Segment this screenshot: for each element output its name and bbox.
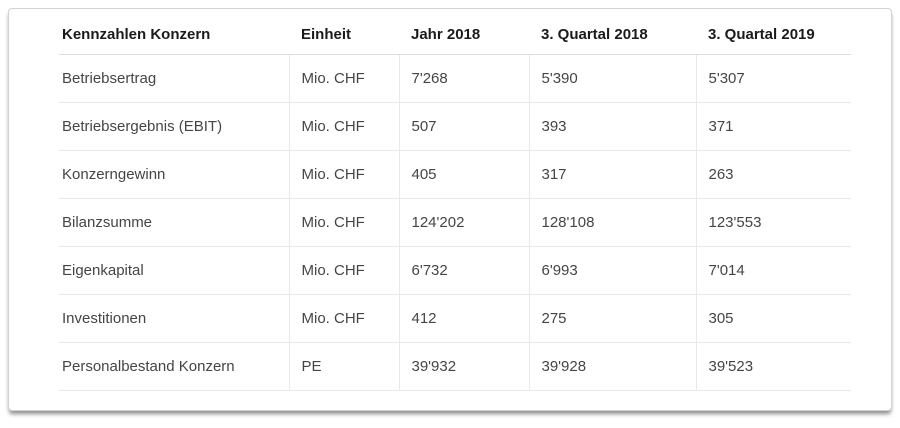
table-row: Investitionen Mio. CHF 412 275 305	[59, 293, 851, 342]
table-row: Betriebsertrag Mio. CHF 7'268 5'390 5'30…	[59, 54, 851, 102]
cell-q3-2018: 128'108	[528, 197, 696, 246]
cell-einheit: Mio. CHF	[288, 245, 399, 294]
table-row: Betriebsergebnis (EBIT) Mio. CHF 507 393…	[59, 101, 851, 150]
cell-q3-2018: 5'390	[528, 54, 696, 102]
cell-jahr-2018: 405	[398, 149, 529, 198]
column-header-kennzahlen-konzern: Kennzahlen Konzern	[59, 21, 289, 55]
cell-jahr-2018: 7'268	[398, 54, 529, 102]
kennzahlen-table-card: Kennzahlen Konzern Einheit Jahr 2018 3. …	[8, 8, 892, 411]
cell-q3-2018: 39'928	[528, 341, 696, 391]
table-header: Kennzahlen Konzern Einheit Jahr 2018 3. …	[59, 21, 851, 55]
row-label: Personalbestand Konzern	[59, 341, 289, 391]
cell-einheit: Mio. CHF	[288, 54, 399, 102]
cell-q3-2018: 393	[528, 101, 696, 150]
cell-einheit: Mio. CHF	[288, 149, 399, 198]
table-row: Konzerngewinn Mio. CHF 405 317 263	[59, 149, 851, 198]
table-row: Personalbestand Konzern PE 39'932 39'928…	[59, 341, 851, 391]
table-row: Eigenkapital Mio. CHF 6'732 6'993 7'014	[59, 245, 851, 294]
cell-einheit: PE	[288, 341, 399, 391]
row-label: Bilanzsumme	[59, 197, 289, 246]
cell-q3-2019: 5'307	[695, 54, 851, 102]
cell-einheit: Mio. CHF	[288, 293, 399, 342]
row-label: Investitionen	[59, 293, 289, 342]
row-label: Eigenkapital	[59, 245, 289, 294]
cell-q3-2018: 275	[528, 293, 696, 342]
row-label: Betriebsergebnis (EBIT)	[59, 101, 289, 150]
table-body: Betriebsertrag Mio. CHF 7'268 5'390 5'30…	[59, 54, 851, 391]
row-label: Betriebsertrag	[62, 69, 157, 87]
cell-jahr-2018: 412	[398, 293, 529, 342]
kennzahlen-table: Kennzahlen Konzern Einheit Jahr 2018 3. …	[59, 21, 851, 391]
header-row: Kennzahlen Konzern Einheit Jahr 2018 3. …	[59, 21, 851, 55]
cell-einheit: Mio. CHF	[288, 197, 399, 246]
column-header-einheit: Einheit	[289, 21, 399, 55]
row-label: Konzerngewinn	[59, 149, 289, 198]
table-row: Bilanzsumme Mio. CHF 124'202 128'108 123…	[59, 197, 851, 246]
cell-q3-2018: 6'993	[528, 245, 696, 294]
cell-q3-2018: 317	[528, 149, 696, 198]
cell-q3-2019: 263	[695, 149, 851, 198]
cell-jahr-2018: 124'202	[398, 197, 529, 246]
cell-q3-2019: 123'553	[695, 197, 851, 246]
cell-jahr-2018: 39'932	[398, 341, 529, 391]
column-header-q3-2018: 3. Quartal 2018	[529, 21, 696, 55]
cell-q3-2019: 7'014	[695, 245, 851, 294]
cell-jahr-2018: 507	[398, 101, 529, 150]
cell-q3-2019: 371	[695, 101, 851, 150]
column-header-q3-2019: 3. Quartal 2019	[696, 21, 851, 55]
cell-jahr-2018: 6'732	[398, 245, 529, 294]
cell-q3-2019: 305	[695, 293, 851, 342]
cell-einheit: Mio. CHF	[288, 101, 399, 150]
column-header-jahr-2018: Jahr 2018	[399, 21, 529, 55]
cell-q3-2019: 39'523	[695, 341, 851, 391]
